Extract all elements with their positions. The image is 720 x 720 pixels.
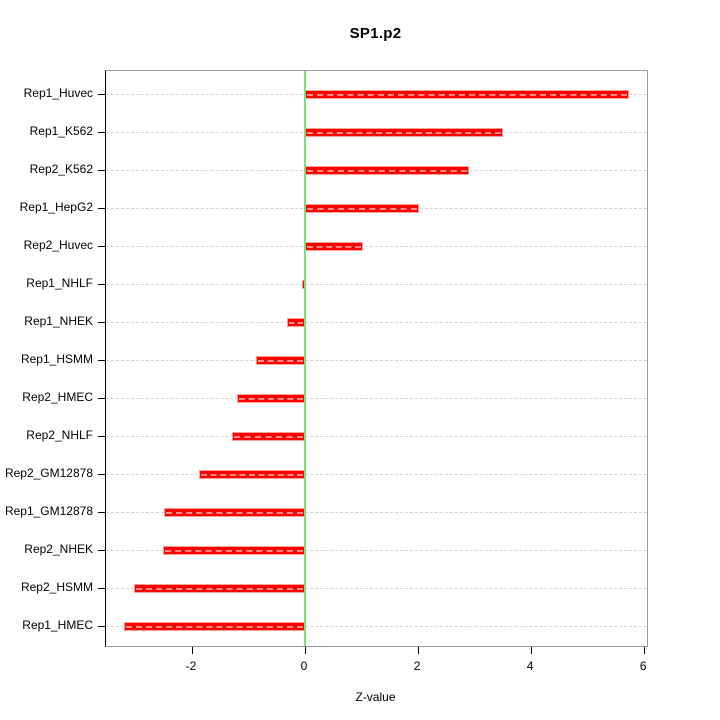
y-axis-tick (98, 208, 105, 209)
x-axis-tick (644, 647, 646, 654)
row-gridline (106, 360, 647, 361)
row-gridline (106, 626, 647, 627)
bar (286, 318, 305, 327)
category-label: Rep2_GM12878 (4, 466, 93, 480)
y-axis-tick (98, 588, 105, 589)
bar (304, 204, 419, 213)
bar (232, 432, 305, 441)
y-axis-tick (98, 170, 105, 171)
category-label: Rep1_K562 (29, 124, 93, 138)
bar (124, 622, 305, 631)
bar (237, 394, 305, 403)
bar (304, 90, 629, 99)
x-tick-label: 2 (413, 659, 421, 673)
x-axis-tick (191, 647, 193, 654)
row-gridline (106, 284, 647, 285)
x-axis-tick (418, 647, 420, 654)
category-label: Rep1_Huvec (23, 86, 93, 100)
y-axis-tick (98, 626, 105, 627)
row-gridline (106, 588, 647, 589)
row-gridline (106, 512, 647, 513)
y-axis-tick (98, 246, 105, 247)
y-axis-tick (98, 322, 105, 323)
category-label: Rep2_NHLF (26, 428, 93, 442)
x-axis-tick (531, 647, 533, 654)
y-axis-tick (98, 94, 105, 95)
row-gridline (106, 474, 647, 475)
category-label: Rep2_Huvec (23, 238, 93, 252)
plot-area (98, 70, 648, 654)
category-label: Rep2_NHEK (24, 542, 93, 556)
row-gridline (106, 436, 647, 437)
y-axis-tick (98, 132, 105, 133)
zero-line (303, 71, 306, 646)
bar (304, 166, 469, 175)
category-label: Rep1_HSMM (20, 352, 93, 366)
x-tick-label: 4 (526, 659, 534, 673)
category-label: Rep1_GM12878 (4, 504, 93, 518)
bar (164, 508, 305, 517)
category-label: Rep2_HSMM (20, 580, 93, 594)
category-label: Rep1_NHLF (26, 276, 93, 290)
bar (162, 546, 305, 555)
bar (256, 356, 305, 365)
y-axis-tick (98, 550, 105, 551)
bar (304, 242, 363, 251)
x-tick-label: -2 (185, 659, 197, 673)
category-label: Rep2_K562 (29, 162, 93, 176)
category-label: Rep1_NHEK (24, 314, 93, 328)
row-gridline (106, 246, 647, 247)
bar (134, 584, 305, 593)
y-axis-tick (98, 284, 105, 285)
category-label: Rep1_HepG2 (19, 200, 93, 214)
y-axis-tick (98, 474, 105, 475)
x-tick-label: 6 (639, 659, 647, 673)
x-axis-label: Z-value (355, 690, 396, 704)
row-gridline (106, 398, 647, 399)
x-axis-tick (304, 647, 306, 654)
y-axis-tick (98, 512, 105, 513)
category-label: Rep2_HMEC (22, 390, 93, 404)
y-axis-tick (98, 398, 105, 399)
y-axis-tick (98, 436, 105, 437)
bar (198, 470, 305, 479)
y-axis-tick (98, 360, 105, 361)
row-gridline (106, 322, 647, 323)
row-gridline (106, 550, 647, 551)
chart-title: SP1.p2 (349, 25, 402, 42)
bar (304, 128, 503, 137)
x-tick-label: 0 (300, 659, 308, 673)
category-label: Rep1_HMEC (22, 618, 93, 632)
